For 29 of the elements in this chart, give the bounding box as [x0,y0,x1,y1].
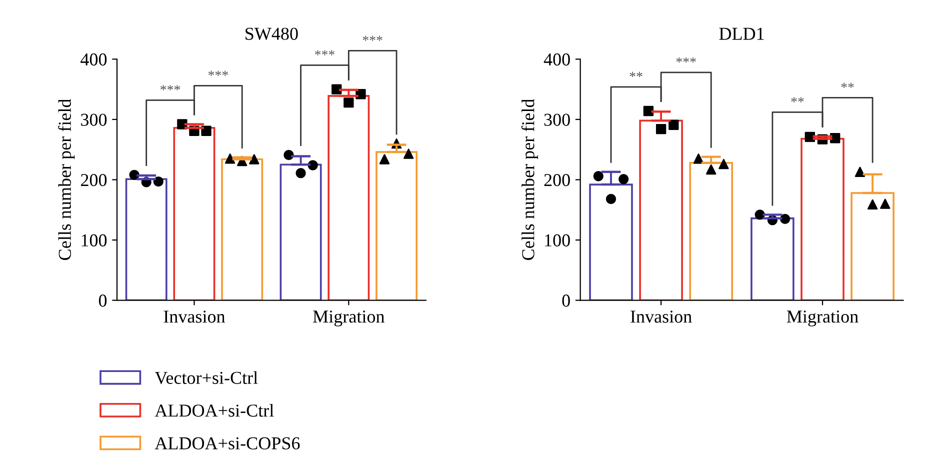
annotation: ** [630,72,642,78]
y-axis-title: Cells number per field [521,98,538,260]
y-tick-label: 200 [80,174,107,186]
y-tick-label: 300 [544,114,570,126]
chart-title: DLD1 [719,28,764,40]
y-tick-label: 400 [80,53,107,66]
text: *** [362,36,382,41]
y-tick-label: 400 [544,53,570,66]
y-tick-label: 0 [562,294,570,307]
legend-label: ALDOA+si-COPS6 [154,437,300,450]
x-tick-label: Migration [313,310,384,326]
y-tick-label: 300 [81,114,107,126]
y-axis-title: Cells number per field [58,98,75,260]
annotation: ** [841,82,854,88]
text: *** [314,50,334,56]
y-tick-label: 200 [544,174,570,186]
legend-label: Vector+si-Ctrl [154,371,258,384]
annotation: ** [791,97,804,102]
chart-title: SW480 [246,28,298,40]
y-tick-label: 100 [82,234,107,246]
y-tick-label: 0 [98,294,107,307]
annotation: *** [160,85,180,90]
x-tick-label: Migration [786,310,858,326]
annotation: *** [676,57,696,63]
x-tick-label: Invasion [164,310,226,323]
annotation: *** [208,70,228,76]
x-tick-label: Invasion [630,310,692,323]
y-tick-label: 100 [545,234,570,246]
legend-label: ALDOA+si-Ctrl [154,404,274,417]
